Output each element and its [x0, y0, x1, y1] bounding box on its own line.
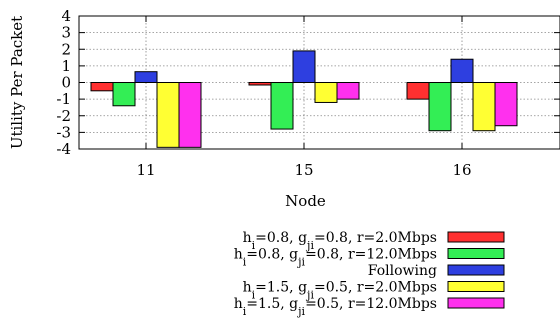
x-tick-label: 11 — [136, 161, 155, 179]
y-tick-label: -3 — [56, 123, 71, 141]
bar — [270, 82, 294, 130]
y-tick-label: -2 — [56, 107, 71, 125]
legend-label-part: =0.8, g — [246, 247, 298, 263]
y-axis-label: Utility Per Packet — [8, 16, 26, 149]
y-tick-label: 4 — [61, 7, 71, 25]
x-axis-label: Node — [285, 192, 326, 210]
legend-label-subscript: i — [243, 305, 247, 318]
legend-label-subscript: i — [243, 255, 247, 268]
legend-label: Following — [368, 263, 437, 279]
legend-label-part: =0.8, r=12.0Mbps — [305, 247, 437, 263]
legend-label-part: =0.8, g — [255, 230, 307, 246]
legend-label: hi=1.5, gji=0.5, r=2.0Mbps — [243, 280, 437, 302]
legend-label: hi=0.8, gji=0.8, r=2.0Mbps — [243, 230, 437, 252]
legend-label-subscript: ji — [305, 239, 314, 252]
legend-label-part: =1.5, g — [255, 280, 307, 296]
legend-swatch — [447, 231, 505, 243]
legend-swatch — [447, 297, 505, 309]
bar — [112, 82, 136, 107]
bar — [178, 82, 202, 148]
legend-label-part: =0.5, r=2.0Mbps — [314, 280, 437, 296]
bar — [90, 82, 114, 92]
y-tick-label: -1 — [56, 90, 71, 108]
legend-label: hi=1.5, gji=0.5, r=12.0Mbps — [234, 296, 437, 318]
y-tick-label: 0 — [61, 74, 71, 92]
bar — [134, 71, 158, 83]
bars — [90, 50, 518, 148]
legend-label: hi=0.8, gji=0.8, r=12.0Mbps — [234, 247, 437, 269]
legend-label-part: h — [243, 230, 252, 246]
y-tick-label: 2 — [61, 40, 71, 58]
legend-label-part: h — [234, 247, 243, 263]
legend-label-subscript: ji — [296, 305, 305, 318]
legend-label-part: =0.8, r=2.0Mbps — [314, 230, 437, 246]
bar — [450, 58, 474, 83]
bar — [336, 82, 360, 100]
legend-swatch — [447, 281, 505, 292]
x-tick-label: 16 — [452, 161, 471, 179]
bar — [406, 82, 430, 100]
bar — [248, 82, 272, 86]
legend-swatch — [447, 248, 505, 259]
legend-label-subscript: i — [252, 239, 256, 252]
legend-label-part: h — [243, 280, 252, 296]
bar — [494, 82, 518, 127]
legend-label-subscript: i — [252, 288, 256, 301]
bar — [314, 82, 338, 103]
y-tick-label: 1 — [61, 57, 71, 75]
legend-label-subscript: ji — [296, 255, 305, 268]
y-tick-label: -4 — [56, 140, 71, 158]
bar — [292, 50, 316, 83]
legend-label-part: =1.5, g — [246, 296, 298, 312]
y-tick-label: 3 — [61, 24, 71, 42]
x-tick-label: 15 — [294, 161, 313, 179]
legend-swatch — [447, 264, 505, 276]
bar — [428, 82, 452, 132]
legend-label-part: h — [234, 296, 243, 312]
bar — [156, 82, 180, 148]
legend-label-part: =0.5, r=12.0Mbps — [305, 296, 437, 312]
plot-frame — [78, 15, 560, 150]
bar — [472, 82, 496, 132]
legend-label-subscript: ji — [305, 288, 314, 301]
